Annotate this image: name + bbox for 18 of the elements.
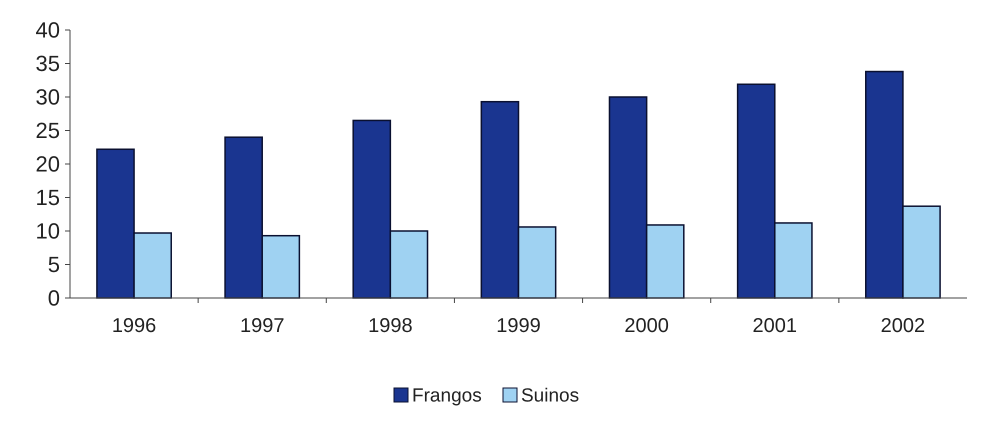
y-tick-label: 25 bbox=[36, 118, 60, 144]
x-tick-label: 1996 bbox=[112, 315, 156, 337]
y-tick-label: 40 bbox=[36, 18, 60, 43]
y-tick-label: 10 bbox=[36, 218, 60, 244]
x-tick-label: 1998 bbox=[368, 315, 413, 337]
x-tick-label: 1999 bbox=[496, 315, 541, 337]
y-tick-label: 5 bbox=[48, 252, 60, 278]
x-tick-label: 1997 bbox=[240, 315, 284, 337]
y-tick-label: 30 bbox=[36, 84, 60, 110]
y-tick-label: 15 bbox=[36, 185, 60, 210]
legend-label: Suinos bbox=[521, 386, 580, 407]
y-tick-label: 35 bbox=[36, 51, 60, 76]
x-tick-label: 2001 bbox=[752, 315, 798, 337]
y-tick-label: 0 bbox=[48, 286, 60, 311]
x-tick-label: 2000 bbox=[624, 315, 669, 337]
x-tick-label: 2002 bbox=[880, 315, 926, 337]
legend-label: Frangos bbox=[412, 386, 482, 407]
y-tick-label: 20 bbox=[36, 152, 60, 177]
